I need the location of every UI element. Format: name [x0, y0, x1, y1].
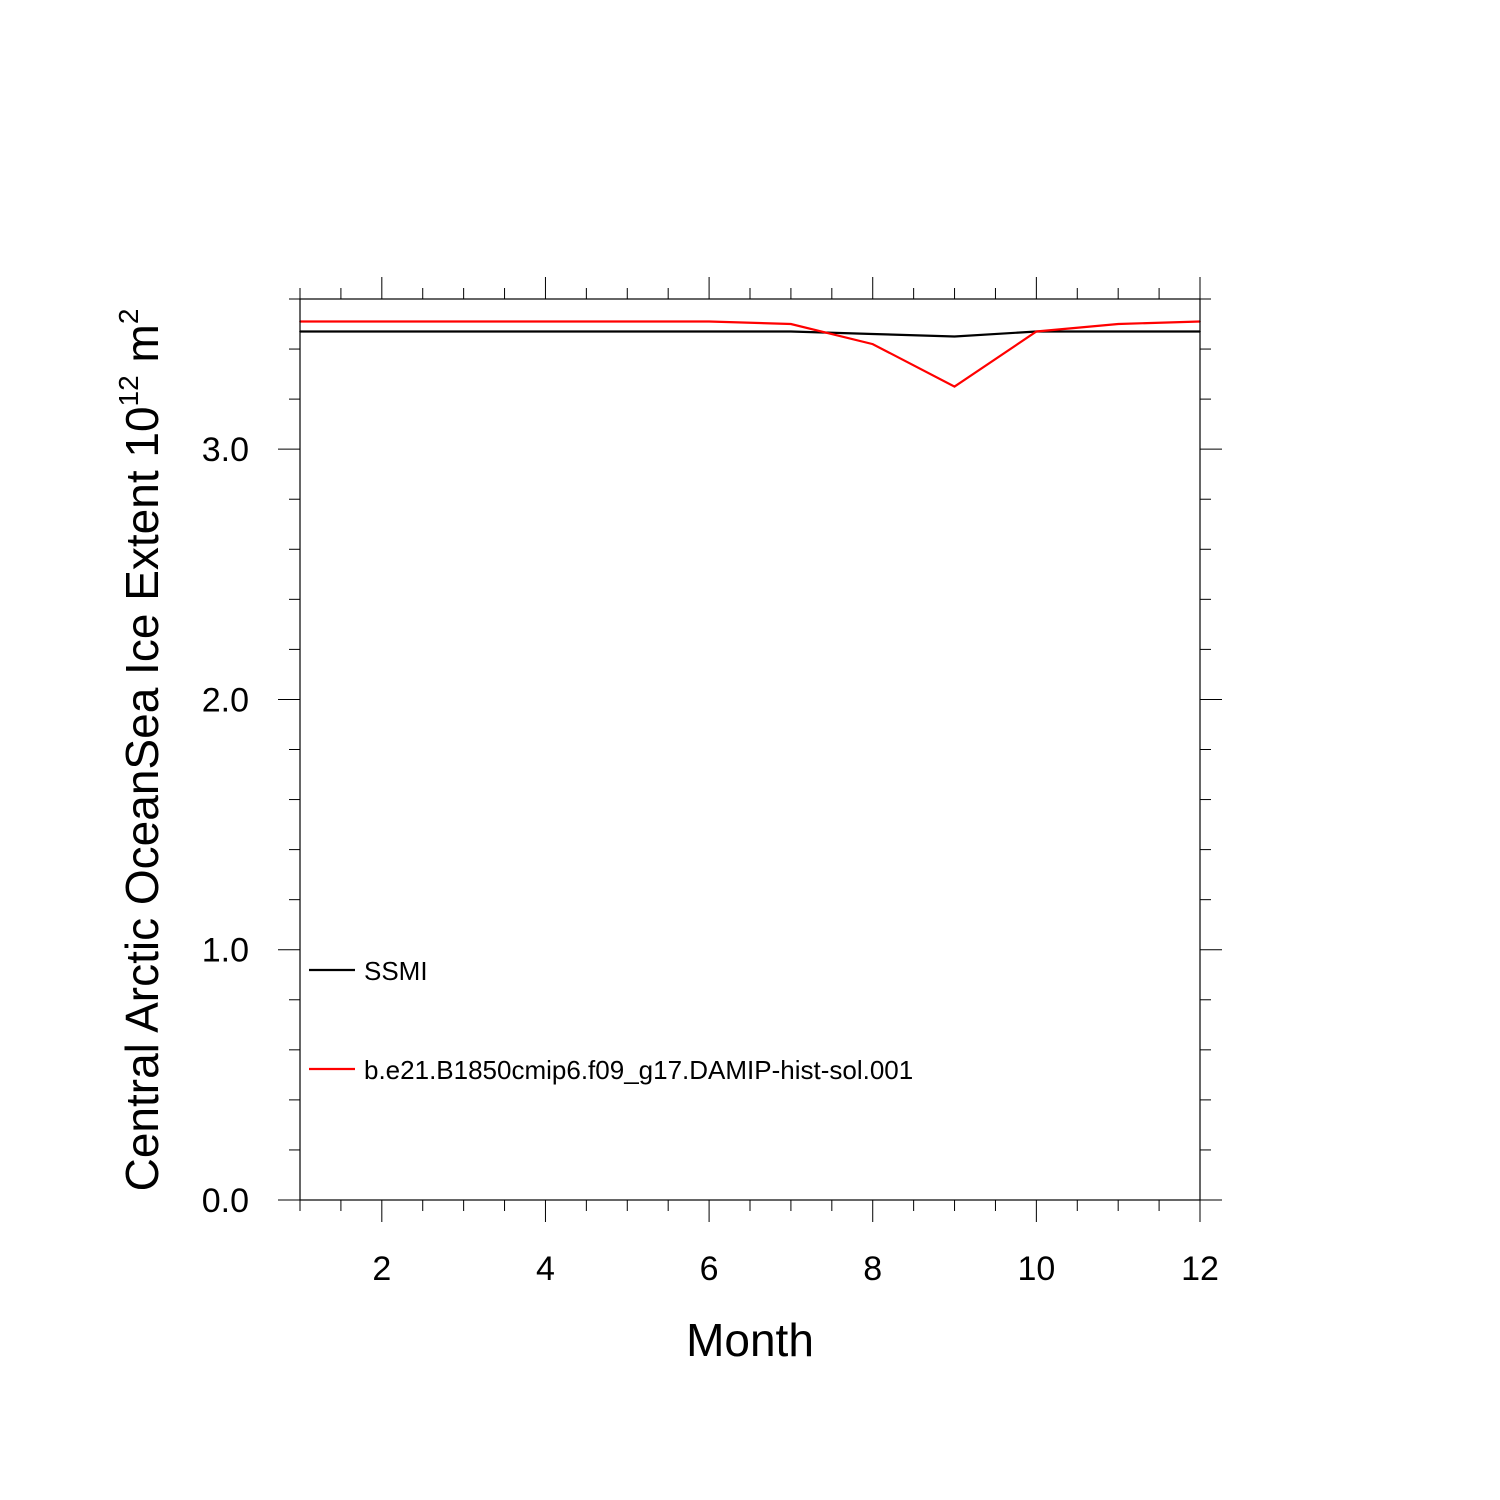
series-line-0: [300, 330, 1200, 338]
data-point: [708, 320, 710, 323]
legend: SSMI b.e21.B1850cmip6.f09_g17.DAMIP-hist-…: [309, 956, 913, 1085]
x-tick-label: 4: [536, 1250, 555, 1288]
data-point: [790, 330, 792, 333]
x-tick-label: 12: [1181, 1250, 1219, 1288]
y-axis-title-unit: m: [116, 324, 168, 375]
data-point: [953, 385, 956, 388]
data-point: [953, 335, 956, 338]
x-tick-label: 6: [700, 1250, 719, 1288]
data-point: [708, 330, 710, 333]
y-tick-label: 0.0: [202, 1182, 249, 1220]
x-tick-label: 10: [1017, 1250, 1055, 1288]
x-tick-label: 8: [863, 1250, 882, 1288]
legend-label: SSMI: [364, 956, 428, 986]
y-tick-label: 2.0: [202, 681, 249, 719]
data-point: [626, 330, 629, 333]
data-point: [462, 320, 465, 323]
x-axis-title: Month: [686, 1314, 814, 1366]
y-axis-title-main: Central Arctic OceanSea Ice Extent 10: [116, 406, 168, 1191]
data-point: [871, 333, 874, 335]
data-point: [1117, 323, 1119, 325]
data-point: [1035, 330, 1038, 333]
data-point: [544, 330, 547, 333]
y-axis-title-exponent: 12: [113, 375, 144, 406]
tick-labels: 2 4 6 8 10 12 0.0 1.0 2.0 3.0: [202, 431, 1219, 1288]
series-line-1: [300, 320, 1201, 388]
data-point: [1117, 330, 1119, 333]
data-point: [381, 330, 383, 333]
minor-ticks: [289, 288, 1211, 1211]
y-axis-title-unit-exponent: 2: [113, 309, 144, 325]
legend-label: b.e21.B1850cmip6.f09_g17.DAMIP-hist-sol.…: [364, 1055, 913, 1085]
y-tick-label: 3.0: [202, 431, 249, 469]
series-lines: [299, 320, 1201, 388]
y-tick-label: 1.0: [202, 932, 249, 970]
data-point: [626, 320, 629, 323]
data-point: [871, 343, 874, 345]
data-point: [462, 330, 465, 333]
plot-frame: [299, 298, 1201, 1201]
data-point: [790, 323, 792, 325]
y-axis-title: Central Arctic OceanSea Ice Extent 1012 …: [113, 309, 168, 1192]
data-point: [381, 320, 383, 323]
x-tick-label: 2: [372, 1250, 391, 1288]
data-point: [544, 320, 547, 323]
major-ticks: [278, 277, 1222, 1222]
